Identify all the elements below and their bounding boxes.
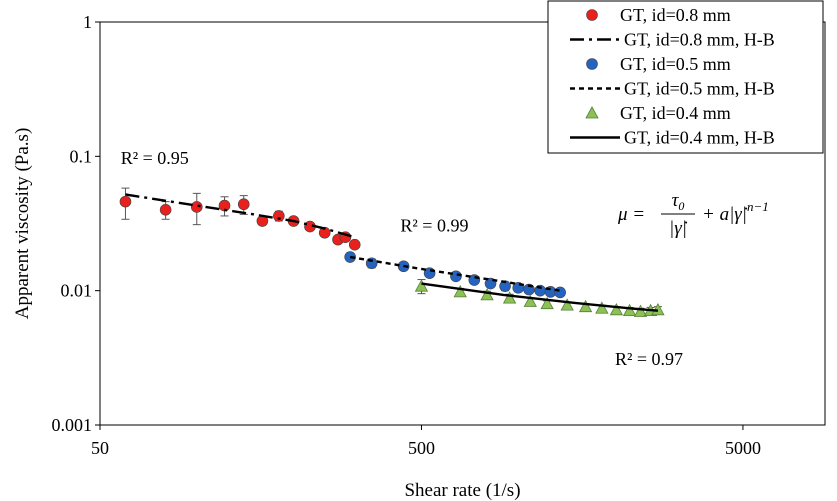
legend: GT, id=0.8 mm GT, id=0.8 mm, H-B GT, id=0.… bbox=[547, 0, 824, 154]
legend-label: GT, id=0.5 mm, H-B bbox=[624, 79, 775, 99]
data-point bbox=[633, 304, 648, 317]
data-point bbox=[318, 226, 331, 239]
data-point bbox=[595, 301, 609, 314]
data-point bbox=[523, 294, 537, 307]
equation: μ = τ0 |γ̇| + a|γ̇|n−1 bbox=[617, 190, 769, 239]
data-point bbox=[348, 238, 361, 251]
data-point bbox=[586, 9, 598, 21]
y-tick-label: 1 bbox=[83, 12, 92, 32]
data-point bbox=[453, 285, 467, 298]
fit-line bbox=[125, 193, 356, 239]
data-point bbox=[502, 291, 517, 304]
legend-label: GT, id=0.4 mm, H-B bbox=[624, 128, 775, 148]
data-point bbox=[237, 198, 250, 211]
x-tick-label: 50 bbox=[91, 438, 109, 458]
equation-lhs: μ = bbox=[617, 204, 645, 225]
legend-label: GT, id=0.5 mm bbox=[620, 54, 731, 74]
series-layer bbox=[119, 187, 665, 317]
data-point bbox=[540, 296, 554, 310]
series-3 bbox=[349, 255, 561, 292]
r-squared-label: R² = 0.95 bbox=[121, 148, 189, 168]
y-tick-label: 0.1 bbox=[70, 146, 93, 166]
equation-denominator: |γ̇| bbox=[669, 218, 688, 239]
legend-entry: GT, id=0.8 mm, H-B bbox=[570, 30, 775, 50]
data-point bbox=[365, 257, 378, 270]
legend-entry: GT, id=0.5 mm, H-B bbox=[570, 79, 775, 99]
data-point bbox=[578, 299, 593, 313]
series-2 bbox=[344, 251, 566, 299]
equation-numerator: τ0 bbox=[672, 190, 685, 213]
legend-entry: GT, id=0.8 mm bbox=[586, 5, 731, 25]
plot-frame bbox=[99, 21, 826, 426]
data-point bbox=[499, 280, 511, 292]
fit-line bbox=[349, 255, 561, 292]
data-point bbox=[480, 288, 494, 301]
y-tick-label: 0.001 bbox=[52, 415, 93, 435]
y-tick-label: 0.01 bbox=[61, 281, 93, 301]
data-point bbox=[273, 210, 285, 222]
axes: 0.001 0.01 0.1 1 50 500 5000 Shear rate (1/s) Ap… bbox=[12, 12, 761, 501]
x-tick-label: 500 bbox=[408, 438, 435, 458]
data-point bbox=[554, 286, 566, 299]
r-squared-label: R² = 0.97 bbox=[615, 349, 683, 369]
data-point bbox=[586, 58, 598, 70]
fit-line bbox=[421, 282, 659, 312]
data-point bbox=[119, 195, 132, 208]
legend-label: GT, id=0.8 mm, H-B bbox=[624, 30, 775, 50]
legend-entry: GT, id=0.4 mm, H-B bbox=[570, 128, 775, 148]
data-point bbox=[190, 201, 203, 213]
data-point bbox=[159, 203, 172, 216]
x-tick-label: 5000 bbox=[725, 438, 761, 458]
legend-label: GT, id=0.4 mm bbox=[620, 103, 731, 123]
y-axis-title: Apparent viscosity (Pa.s) bbox=[12, 128, 33, 320]
data-point bbox=[609, 302, 624, 316]
data-point bbox=[414, 279, 429, 292]
data-point bbox=[585, 106, 599, 119]
equation-tail: + a|γ̇|n−1 bbox=[702, 199, 769, 225]
r-squared-label: R² = 0.99 bbox=[400, 216, 468, 236]
legend-label: GT, id=0.8 mm bbox=[620, 5, 731, 25]
series-0 bbox=[119, 187, 361, 251]
data-point bbox=[560, 298, 574, 311]
series-5 bbox=[421, 282, 659, 312]
plot-area bbox=[99, 21, 826, 426]
series-1 bbox=[125, 193, 356, 239]
x-axis-title: Shear rate (1/s) bbox=[404, 480, 520, 501]
legend-entry: GT, id=0.5 mm bbox=[586, 54, 731, 74]
annotation-layer: R² = 0.95 R² = 0.99 R² = 0.97 μ = τ0 |γ̇| + a|… bbox=[121, 148, 769, 369]
data-point bbox=[450, 270, 462, 283]
legend-entry: GT, id=0.4 mm bbox=[585, 103, 731, 123]
legend-box bbox=[547, 0, 824, 154]
data-point bbox=[622, 303, 637, 317]
